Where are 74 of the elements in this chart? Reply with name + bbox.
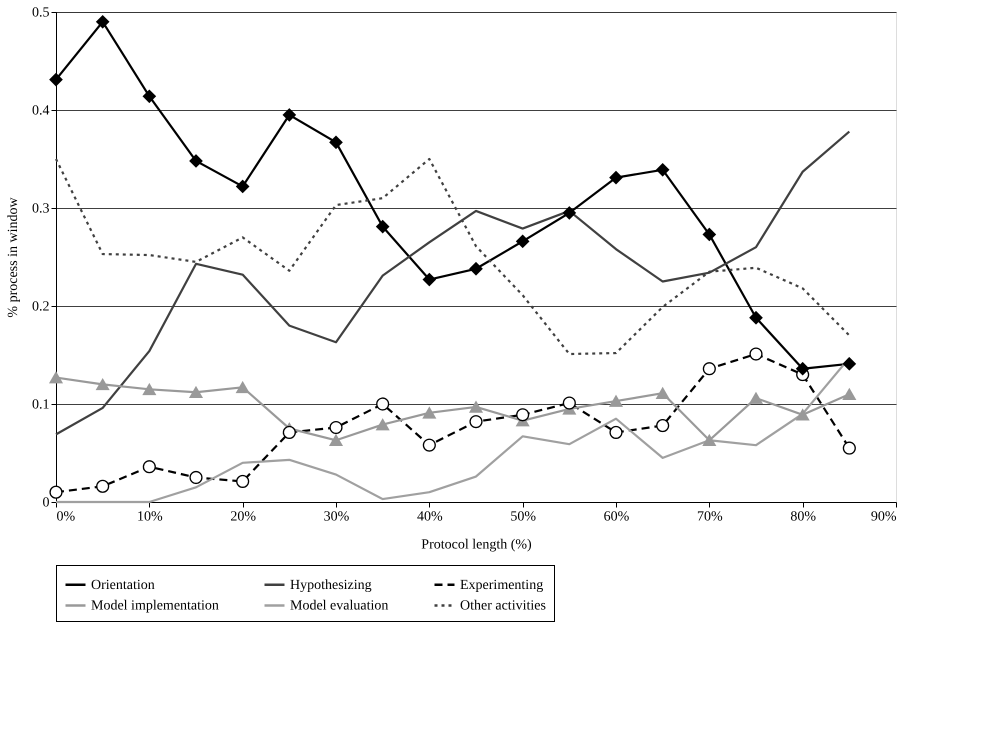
- y-tick-label: 0.3: [32, 202, 50, 216]
- point: [609, 171, 623, 184]
- point: [469, 401, 483, 413]
- point: [469, 262, 483, 276]
- x-tick-label: 50%: [510, 510, 536, 524]
- point: [329, 420, 343, 434]
- point: [842, 388, 856, 400]
- point: [189, 154, 203, 168]
- y-tick-label: 0.5: [32, 6, 50, 20]
- point: [516, 234, 530, 248]
- point: [422, 407, 436, 419]
- y-tick-label: 0.2: [32, 300, 50, 314]
- point: [49, 372, 63, 384]
- legend-label: Orientation: [91, 578, 155, 593]
- point: [702, 362, 716, 376]
- point: [656, 419, 670, 432]
- point: [656, 163, 670, 176]
- point: [842, 357, 856, 370]
- point: [562, 396, 576, 410]
- x-tick-label: 80%: [790, 510, 816, 524]
- point: [422, 272, 436, 286]
- point: [236, 180, 250, 194]
- x-tick-label: 60%: [604, 510, 630, 524]
- point: [282, 426, 296, 439]
- x-tick-label: 10%: [136, 510, 163, 524]
- point: [96, 480, 110, 493]
- legend-label: Model evaluation: [290, 598, 388, 614]
- x-tick-label: 0%: [56, 510, 76, 524]
- legend-label: Other activities: [460, 598, 546, 614]
- point: [656, 387, 670, 399]
- point: [49, 73, 63, 86]
- point: [189, 470, 203, 484]
- point: [562, 206, 576, 220]
- y-tick-label: 0: [42, 496, 50, 510]
- point: [142, 384, 156, 396]
- point: [796, 362, 810, 376]
- point: [96, 378, 110, 390]
- point: [236, 474, 250, 488]
- legend-label: Experimenting: [460, 578, 544, 593]
- point: [236, 382, 250, 394]
- point: [749, 392, 763, 404]
- point: [422, 438, 436, 452]
- point: [142, 90, 156, 103]
- point: [702, 228, 716, 242]
- legend-label: Hypothesizing: [290, 578, 372, 593]
- x-axis-title: Protocol length (%): [421, 538, 532, 552]
- x-tick-label: 90%: [870, 510, 897, 524]
- y-tick-label: 0.1: [32, 398, 50, 412]
- point: [142, 460, 156, 474]
- point: [49, 486, 63, 499]
- y-tick-label: 0.4: [32, 104, 50, 118]
- point: [609, 395, 623, 407]
- legend-label: Model implementation: [91, 598, 219, 614]
- x-tick-label: 20%: [230, 510, 256, 524]
- x-tick-label: 40%: [416, 510, 443, 524]
- point: [96, 15, 110, 28]
- x-tick-label: 30%: [324, 510, 350, 524]
- point: [842, 442, 856, 455]
- point: [469, 415, 483, 428]
- x-tick-label: 70%: [696, 510, 723, 524]
- y-axis-title: % process in window: [6, 196, 21, 318]
- point: [376, 397, 390, 411]
- point: [516, 408, 530, 422]
- point: [329, 434, 343, 446]
- point: [376, 418, 390, 430]
- point: [282, 108, 296, 122]
- point: [702, 434, 716, 446]
- line-series: [54, 130, 850, 436]
- point: [376, 220, 390, 234]
- point: [609, 426, 623, 439]
- point: [189, 386, 203, 398]
- point: [329, 136, 343, 149]
- point: [749, 311, 763, 324]
- point: [749, 347, 763, 361]
